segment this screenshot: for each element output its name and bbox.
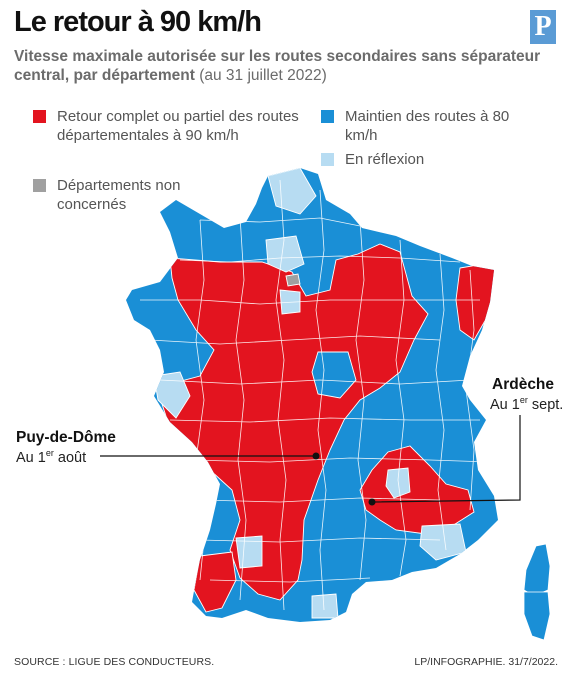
mainland-france xyxy=(126,168,498,622)
legend-label: Maintien des routes à 80 km/h xyxy=(345,108,510,144)
legend-item-90kmh: Retour complet ou partiel des routes dép… xyxy=(33,107,307,145)
legend-label: Retour complet ou partiel des routes dép… xyxy=(57,108,299,144)
legend-item-reflexion: En réflexion xyxy=(321,150,515,169)
legend-label: Départements non concernés xyxy=(57,177,181,213)
footer-source: SOURCE : LIGUE DES CONDUCTEURS. xyxy=(14,656,215,668)
subtitle-date: (au 31 juillet 2022) xyxy=(199,67,327,84)
legend-item-non-concernes: Départements non concernés xyxy=(33,176,237,214)
map-title: Le retour à 90 km/h xyxy=(14,6,262,38)
legend-label: En réflexion xyxy=(345,151,425,168)
ardeche-leader-line xyxy=(371,415,521,503)
dept-reflexion-gers xyxy=(235,535,263,569)
dept-reflexion-alpes xyxy=(419,523,467,561)
puy-de-dome-marker xyxy=(312,452,320,460)
dept-90kmh-east xyxy=(455,261,497,341)
legend-swatch-red xyxy=(33,110,46,123)
legend-swatch-grey xyxy=(33,179,46,192)
callout-ardeche-date: Au 1er sept. xyxy=(490,395,564,413)
callout-ardeche-name: Ardèche xyxy=(492,376,555,393)
dept-reflexion-gironde xyxy=(155,447,199,515)
ardeche-marker xyxy=(368,498,376,506)
department-borders xyxy=(140,179,491,611)
corsica-north xyxy=(523,543,551,597)
dept-reflexion-pyrenees-east xyxy=(311,593,339,619)
corsica-south xyxy=(523,591,551,641)
dept-non-concerne-paris xyxy=(285,273,301,287)
dept-reflexion-vendee xyxy=(153,371,191,419)
footer-credit: LP/INFOGRAPHIE. 31/7/2022. xyxy=(414,656,558,668)
subtitle-main: Vitesse maximale autorisée sur les route… xyxy=(14,48,541,84)
map-subtitle: Vitesse maximale autorisée sur les route… xyxy=(14,47,559,85)
callout-puy-de-dome-name: Puy-de-Dôme xyxy=(16,429,116,446)
legend-swatch-lightblue xyxy=(321,153,334,166)
legend-item-80kmh: Maintien des routes à 80 km/h xyxy=(321,107,515,145)
legend-swatch-blue xyxy=(321,110,334,123)
callout-puy-de-dome-date: Au 1er août xyxy=(16,448,87,466)
dept-reflexion-ile-de-france xyxy=(265,235,305,273)
le-parisien-logo: P xyxy=(530,10,556,44)
